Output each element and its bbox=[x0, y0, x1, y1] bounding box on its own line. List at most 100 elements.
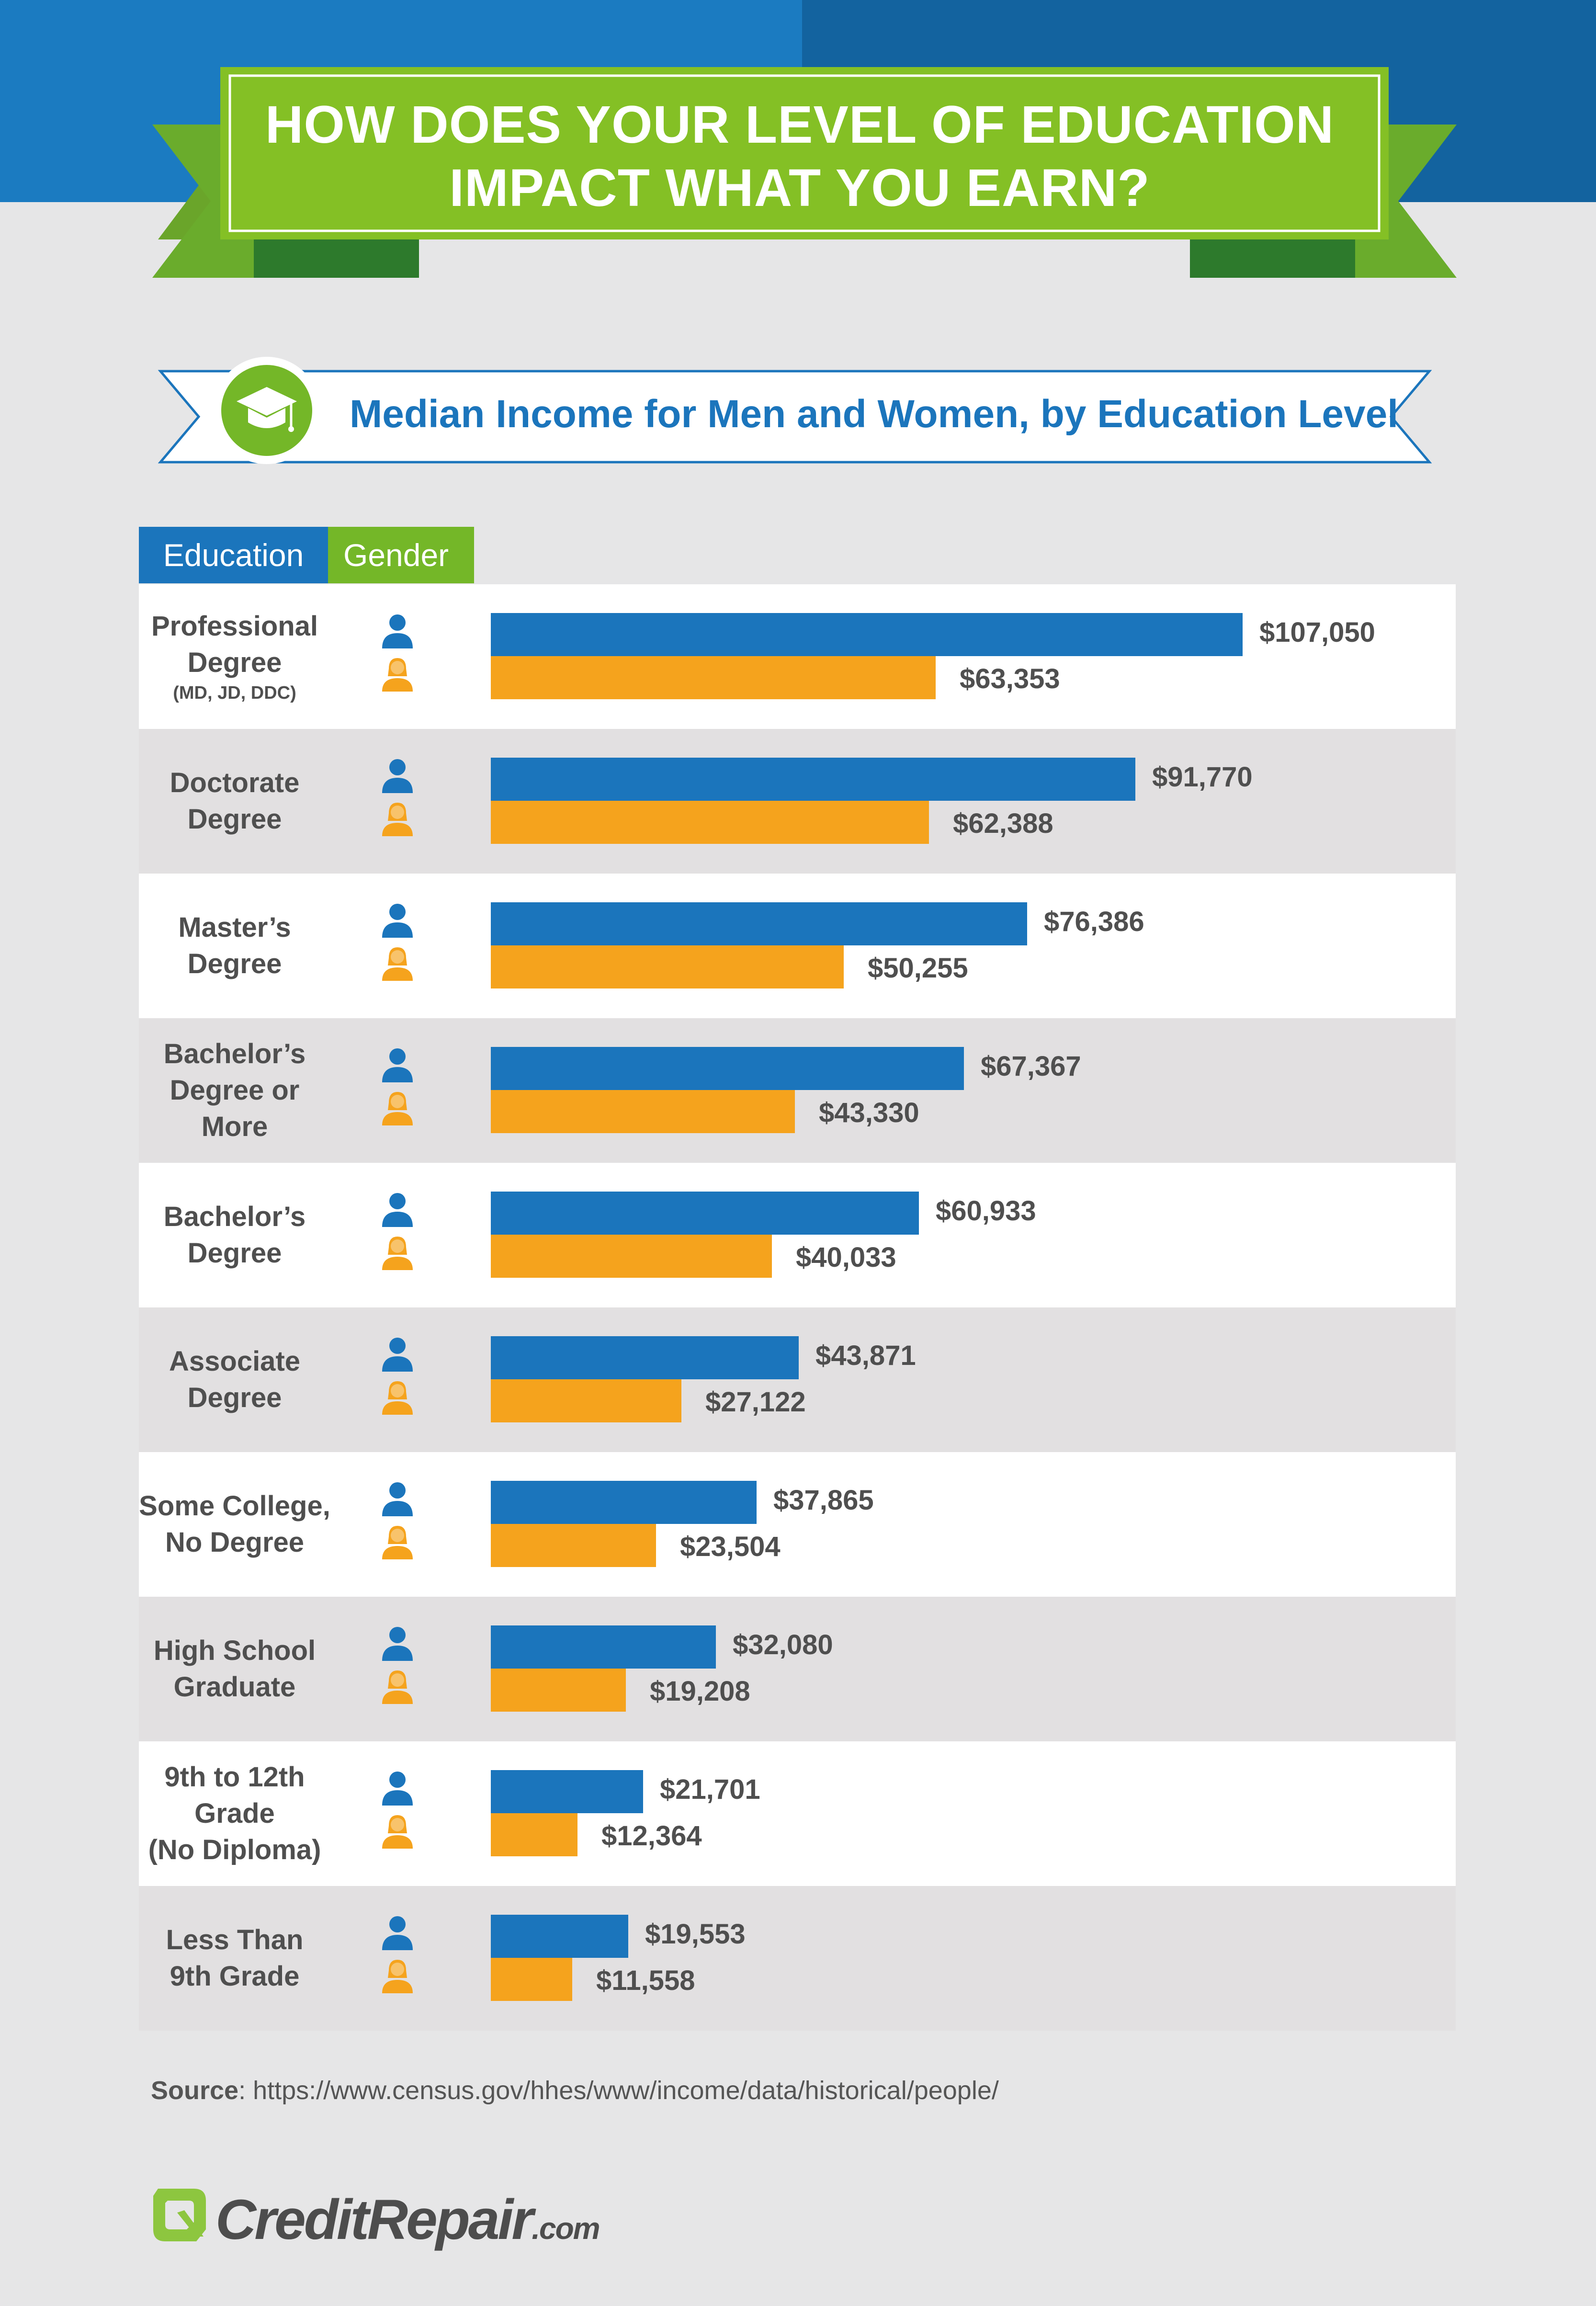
chart-subtitle: Median Income for Men and Women, by Educ… bbox=[350, 392, 1399, 436]
bar-men bbox=[491, 1336, 799, 1379]
bar-men bbox=[491, 902, 1027, 945]
woman-icon bbox=[378, 1088, 417, 1129]
value-label-men: $76,386 bbox=[1044, 906, 1144, 937]
value-label-men: $19,553 bbox=[645, 1919, 746, 1950]
bar-men bbox=[491, 613, 1243, 656]
chart-row: Some College, No Degree $37,865 $23,504 bbox=[139, 1452, 1456, 1597]
chart-row: Associate Degree $43,871 $27,122 bbox=[139, 1307, 1456, 1452]
value-label-women: $40,033 bbox=[796, 1242, 896, 1273]
header-education: Education bbox=[139, 527, 328, 583]
bar-women bbox=[491, 1235, 772, 1278]
woman-icon bbox=[378, 1667, 417, 1707]
title-line-1: HOW DOES YOUR LEVEL OF EDUCATION bbox=[265, 95, 1335, 154]
creditrepair-logo-icon bbox=[153, 2189, 206, 2241]
category-label-line: Degree bbox=[187, 1238, 282, 1269]
category-label: Bachelor’s Degree bbox=[139, 1199, 330, 1272]
man-icon bbox=[378, 1768, 417, 1809]
category-label-line: Associate bbox=[169, 1346, 301, 1377]
chart-row: Bachelor’s Degree or More $67,367 $43,330 bbox=[139, 1018, 1456, 1163]
category-label-line: (MD, JD, DDC) bbox=[173, 683, 296, 703]
chart-row: Less Than 9th Grade $19,553 $11,558 bbox=[139, 1886, 1456, 2031]
chart-row: Master’s Degree $76,386 $50,255 bbox=[139, 874, 1456, 1018]
category-label-line: More bbox=[201, 1111, 268, 1142]
woman-icon bbox=[378, 1956, 417, 1997]
category-label-line: Master’s bbox=[178, 912, 291, 943]
woman-icon bbox=[378, 1377, 417, 1418]
bar-men bbox=[491, 1481, 757, 1524]
bar-men bbox=[491, 1625, 716, 1669]
bar-women bbox=[491, 1524, 656, 1567]
category-label-line: High School bbox=[153, 1635, 316, 1666]
man-icon bbox=[378, 1045, 417, 1086]
category-label-line: Degree bbox=[187, 647, 282, 678]
bar-women bbox=[491, 1669, 626, 1712]
bar-men bbox=[491, 1192, 919, 1235]
title-ribbon bbox=[152, 67, 1457, 278]
value-label-men: $21,701 bbox=[660, 1774, 760, 1805]
woman-icon bbox=[378, 799, 417, 840]
bar-women bbox=[491, 656, 936, 699]
category-label: Associate Degree bbox=[139, 1343, 330, 1416]
category-label-line: Professional bbox=[151, 611, 318, 642]
value-label-women: $23,504 bbox=[680, 1531, 781, 1562]
value-label-women: $62,388 bbox=[953, 808, 1053, 839]
value-label-men: $91,770 bbox=[1152, 761, 1253, 793]
woman-icon bbox=[378, 943, 417, 984]
category-label: Less Than 9th Grade bbox=[139, 1922, 330, 1995]
category-label-line: Graduate bbox=[173, 1671, 296, 1703]
man-icon bbox=[378, 1913, 417, 1954]
value-label-men: $107,050 bbox=[1259, 617, 1375, 648]
category-label: Bachelor’s Degree or More bbox=[139, 1036, 330, 1145]
bar-women bbox=[491, 1958, 572, 2001]
category-label-line: (No Diploma) bbox=[148, 1834, 321, 1865]
value-label-women: $12,364 bbox=[601, 1820, 702, 1852]
value-label-women: $63,353 bbox=[960, 663, 1060, 694]
category-label: High School Graduate bbox=[139, 1633, 330, 1705]
page-title: HOW DOES YOUR LEVEL OF EDUCATION IMPACT … bbox=[225, 93, 1374, 220]
category-label-line: Grade bbox=[194, 1798, 275, 1829]
value-label-women: $43,330 bbox=[819, 1097, 919, 1128]
bar-women bbox=[491, 1813, 577, 1856]
category-label: Some College, No Degree bbox=[139, 1488, 330, 1561]
bar-men bbox=[491, 1770, 643, 1813]
man-icon bbox=[378, 1479, 417, 1520]
source-note: Source: https://www.census.gov/hhes/www/… bbox=[151, 2074, 999, 2107]
category-label-line: Degree bbox=[187, 804, 282, 835]
chart-row: Doctorate Degree $91,770 $62,388 bbox=[139, 729, 1456, 874]
category-label-line: Doctorate bbox=[170, 767, 300, 798]
bar-women bbox=[491, 1090, 795, 1133]
value-label-men: $67,367 bbox=[981, 1051, 1081, 1082]
logo-wordmark: CreditRepair.com bbox=[215, 2186, 600, 2262]
man-icon bbox=[378, 1190, 417, 1230]
value-label-men: $32,080 bbox=[733, 1629, 833, 1660]
source-url: : https://www.census.gov/hhes/www/income… bbox=[238, 2076, 999, 2105]
category-label-line: 9th to 12th bbox=[164, 1761, 305, 1793]
man-icon bbox=[378, 611, 417, 652]
bar-men bbox=[491, 1915, 628, 1958]
value-label-men: $60,933 bbox=[936, 1195, 1036, 1227]
category-label-line: Degree or bbox=[170, 1075, 300, 1106]
category-label: Professional Degree (MD, JD, DDC) bbox=[139, 608, 330, 705]
man-icon bbox=[378, 1624, 417, 1664]
value-label-men: $43,871 bbox=[815, 1340, 916, 1371]
category-label: Master’s Degree bbox=[139, 909, 330, 982]
category-label-line: Less Than bbox=[166, 1924, 304, 1955]
category-label: Doctorate Degree bbox=[139, 765, 330, 838]
bar-women bbox=[491, 945, 844, 988]
category-label-line: Bachelor’s bbox=[163, 1201, 306, 1232]
logo-suffix: .com bbox=[532, 2211, 600, 2246]
category-label-line: Degree bbox=[187, 1382, 282, 1413]
bar-men bbox=[491, 1047, 964, 1090]
category-label: 9th to 12th Grade (No Diploma) bbox=[139, 1759, 330, 1868]
category-label-line: Some College, bbox=[139, 1490, 330, 1522]
value-label-women: $11,558 bbox=[596, 1965, 695, 1996]
woman-icon bbox=[378, 1811, 417, 1852]
chart-row: High School Graduate $32,080 $19,208 bbox=[139, 1597, 1456, 1741]
source-label: Source bbox=[151, 2076, 239, 2105]
title-line-2: IMPACT WHAT YOU EARN? bbox=[449, 159, 1150, 217]
man-icon bbox=[378, 900, 417, 941]
value-label-women: $19,208 bbox=[650, 1676, 750, 1707]
category-label-line: 9th Grade bbox=[170, 1961, 300, 1992]
chart-row: Bachelor’s Degree $60,933 $40,033 bbox=[139, 1163, 1456, 1307]
woman-icon bbox=[378, 1522, 417, 1563]
